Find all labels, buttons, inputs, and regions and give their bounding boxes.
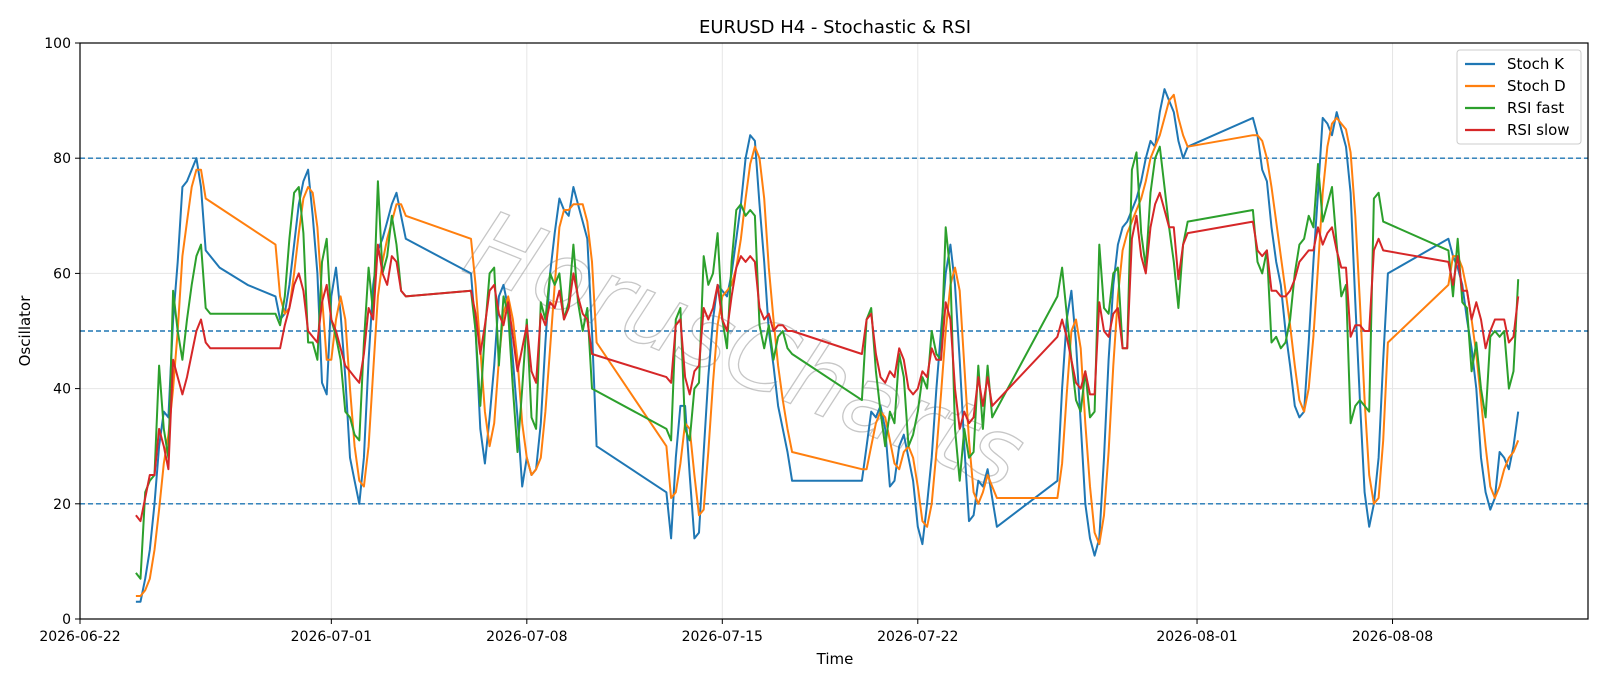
chart-title: EURUSD H4 - Stochastic & RSI	[699, 17, 971, 38]
y-tick-label: 80	[53, 151, 71, 167]
legend-label: RSI slow	[1507, 121, 1570, 139]
x-tick-label: 2026-07-22	[877, 629, 958, 645]
x-tick-label: 2026-08-08	[1352, 629, 1433, 645]
x-axis-label: Time	[816, 650, 854, 668]
x-tick-label: 2026-08-01	[1156, 629, 1237, 645]
y-tick-label: 40	[53, 382, 71, 398]
y-tick-label: 60	[53, 266, 71, 282]
y-ticks: 0 20 40 60 80 100	[44, 36, 80, 628]
series-line-rsi-fast	[135, 145, 1520, 580]
reference-lines	[80, 157, 1588, 505]
series-line-stoch-k	[135, 88, 1520, 603]
x-tick-label: 2026-06-22	[39, 629, 120, 645]
legend-label: Stoch D	[1507, 77, 1566, 95]
series-lines	[135, 88, 1520, 603]
series-line-rsi-slow	[135, 191, 1520, 523]
legend-box	[1456, 49, 1582, 145]
x-tick-label: 2026-07-15	[682, 629, 763, 645]
y-tick-label: 20	[53, 497, 71, 513]
x-tick-label: 2026-07-08	[486, 629, 567, 645]
legend-label: RSI fast	[1507, 99, 1564, 117]
legend-label: Stoch K	[1507, 55, 1565, 73]
y-tick-label: 0	[62, 612, 71, 628]
y-tick-label: 100	[44, 36, 71, 52]
x-ticks: 2026-06-22 2026-07-01 2026-07-08 2026-07-15…	[39, 619, 1433, 645]
axes	[79, 42, 1589, 620]
series-line-stoch-d	[135, 93, 1520, 597]
plot-frame	[79, 42, 1589, 620]
x-tick-label: 2026-07-01	[291, 629, 372, 645]
y-axis-label: Oscillator	[16, 295, 34, 367]
legend: Stoch K Stoch D RSI fast RSI slow	[1456, 49, 1582, 145]
